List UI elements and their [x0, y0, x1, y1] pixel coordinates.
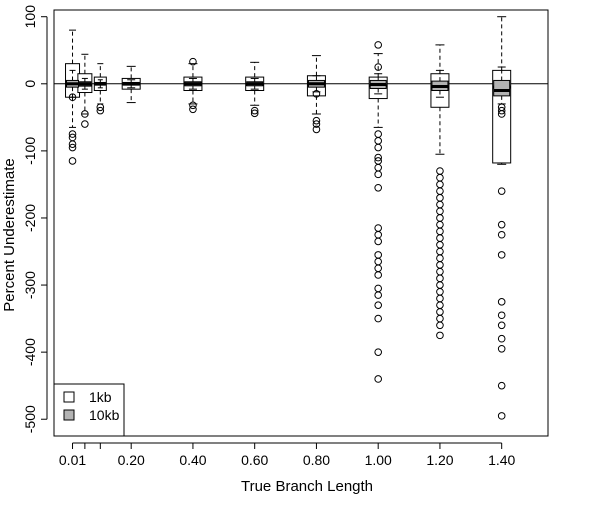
box-10kb-0.05	[78, 77, 92, 90]
legend: 1kb 10kb	[53, 383, 125, 437]
x-axis-title: True Branch Length	[241, 478, 373, 495]
outlier-point	[436, 331, 444, 340]
outlier-point	[374, 63, 382, 71]
legend-label-1kb: 1kb	[89, 389, 112, 405]
outlier-point	[497, 230, 506, 239]
box-10kb-1	[369, 63, 387, 95]
outlier-point	[497, 412, 506, 420]
outlier-point	[374, 237, 382, 246]
legend-label-10kb: 10kb	[89, 407, 120, 423]
outlier-point	[374, 170, 382, 179]
box-10kb-0.8	[307, 75, 325, 98]
outlier-point	[374, 375, 382, 383]
x-tick-label: 0.20	[118, 452, 145, 468]
outlier-point	[497, 220, 506, 229]
x-tick-label: 0.60	[241, 452, 268, 468]
outlier-point	[497, 298, 506, 306]
outlier-point	[312, 116, 321, 125]
outlier-point	[250, 106, 259, 115]
y-tick-label: 0	[22, 80, 38, 88]
outlier-point	[374, 348, 382, 356]
y-tick-label: -100	[22, 137, 38, 165]
x-tick-label: 0.80	[303, 452, 330, 468]
outlier-point	[189, 57, 197, 66]
x-tick-label: 0.01	[59, 452, 86, 468]
outlier-point	[374, 143, 382, 152]
outlier-point	[374, 271, 382, 279]
outlier-point	[312, 90, 321, 98]
outlier-point	[81, 110, 89, 118]
outlier-point	[497, 334, 506, 343]
plot-layer	[53, 9, 549, 437]
legend-swatch-10kb	[63, 409, 75, 421]
outlier-point	[250, 109, 259, 118]
outlier-point	[374, 314, 382, 323]
x-tick-label: 1.00	[365, 452, 392, 468]
box-10kb-0.6	[246, 77, 264, 90]
y-axis-title: Percent Underestimate	[1, 158, 18, 311]
outlier-point	[497, 311, 506, 320]
plot-frame	[53, 9, 549, 437]
outlier-point	[189, 101, 197, 110]
box-10kb-0.2	[122, 79, 140, 89]
outlier-point	[68, 157, 77, 165]
outlier-point	[374, 41, 382, 49]
outlier-point	[312, 125, 321, 134]
outlier-point	[68, 143, 77, 152]
x-tick-label: 1.20	[426, 452, 453, 468]
outlier-point	[497, 321, 506, 330]
outlier-point	[497, 344, 506, 353]
outlier-point	[436, 321, 444, 330]
outlier-point	[96, 103, 105, 112]
outlier-point	[497, 381, 506, 390]
outlier-point	[81, 120, 89, 128]
x-tick-label: 1.40	[488, 452, 515, 468]
axis-layer: 0.01 0.20 0.40 0.60 0.80 1.00 1.20 1.40 100 0 -100…	[22, 5, 516, 468]
outlier-point	[68, 130, 77, 138]
legend-swatch-1kb	[63, 391, 75, 403]
y-tick-label: 100	[22, 5, 38, 29]
x-tick-label: 0.40	[179, 452, 206, 468]
y-tick-label: -400	[22, 338, 38, 366]
outlier-point	[497, 110, 506, 118]
outlier-point	[374, 153, 382, 162]
y-tick-label: -200	[22, 204, 38, 232]
box-10kb-1.4	[493, 66, 511, 118]
outlier-point	[312, 120, 321, 128]
box-10kb-1.2	[431, 69, 449, 98]
y-tick-label: -500	[22, 405, 38, 433]
outlier-point	[497, 251, 506, 259]
series-10kb	[66, 63, 511, 118]
box	[493, 79, 511, 97]
outlier-point	[189, 105, 197, 114]
outlier-point	[374, 183, 382, 192]
box-10kb-0.4	[184, 77, 202, 90]
outlier-point	[497, 187, 506, 195]
outlier-point	[68, 93, 77, 102]
outlier-point	[497, 106, 506, 115]
outlier-point	[374, 291, 382, 299]
outlier-point	[374, 301, 382, 309]
outlier-point	[96, 106, 105, 115]
box-10kb-0.1	[94, 79, 106, 89]
outlier-point	[68, 140, 77, 148]
y-tick-label: -300	[22, 271, 38, 299]
